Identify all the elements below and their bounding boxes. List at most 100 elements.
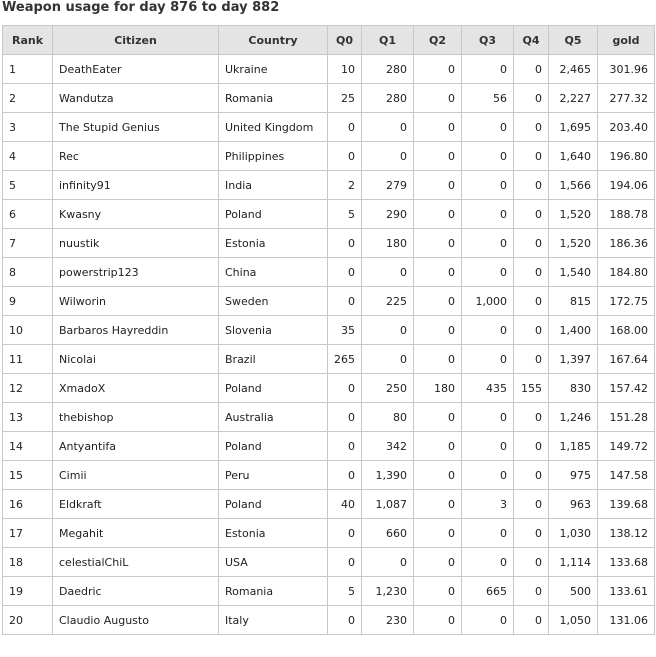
table-cell: 3	[2, 112, 53, 142]
table-cell: 0	[513, 547, 549, 577]
table-cell: 0	[513, 576, 549, 606]
table-cell: 0	[513, 141, 549, 171]
table-cell: Romania	[218, 83, 328, 113]
table-cell: 0	[513, 257, 549, 287]
table-row: 4 Rec Philippines 0 0 0 0 0 1,640 196.80	[2, 141, 655, 171]
table-cell: 0	[327, 141, 362, 171]
table-cell: 5	[2, 170, 53, 200]
table-cell: 0	[413, 431, 462, 461]
table-cell: 4	[2, 141, 53, 171]
header-row: Rank Citizen Country Q0 Q1 Q2 Q3 Q4 Q5 gold	[2, 25, 655, 55]
table-cell: 0	[361, 141, 414, 171]
table-row: 14 Antyantifa Poland 0 342 0 0 0 1,185 149.72	[2, 431, 655, 461]
title: Weapon usage for day 876 to day 882	[2, 0, 280, 15]
table-cell: 1,185	[548, 431, 598, 461]
table-cell: 188.78	[597, 199, 655, 229]
table-cell: 0	[461, 54, 514, 84]
table-cell: 1	[2, 54, 53, 84]
table-cell: thebishop	[52, 402, 219, 432]
table-cell: 1,230	[361, 576, 414, 606]
table-cell: 184.80	[597, 257, 655, 287]
table-cell: Poland	[218, 199, 328, 229]
table-cell: Estonia	[218, 228, 328, 258]
table-cell: 435	[461, 373, 514, 403]
table-cell: 0	[513, 112, 549, 142]
table-cell: 1,695	[548, 112, 598, 142]
table-cell: 2	[2, 83, 53, 113]
table-cell: Sweden	[218, 286, 328, 316]
table-cell: Wilworin	[52, 286, 219, 316]
table-cell: 7	[2, 228, 53, 258]
table-cell: 0	[413, 257, 462, 287]
table-cell: 279	[361, 170, 414, 200]
table-cell: 660	[361, 518, 414, 548]
table-cell: Estonia	[218, 518, 328, 548]
table-cell: Brazil	[218, 344, 328, 374]
table-cell: 0	[327, 605, 362, 635]
table-cell: 0	[461, 518, 514, 548]
table-cell: 0	[413, 576, 462, 606]
table-cell: 2,227	[548, 83, 598, 113]
table-cell: 665	[461, 576, 514, 606]
table-cell: 1,000	[461, 286, 514, 316]
column-header: Q3	[461, 25, 514, 55]
table-cell: 0	[327, 460, 362, 490]
table-cell: 16	[2, 489, 53, 519]
table-cell: celestialChiL	[52, 547, 219, 577]
table-cell: 2	[327, 170, 362, 200]
table-cell: powerstrip123	[52, 257, 219, 287]
table-cell: Poland	[218, 373, 328, 403]
table-cell: 0	[461, 112, 514, 142]
table-cell: Poland	[218, 431, 328, 461]
table-row: 12 XmadoX Poland 0 250 180 435 155 830 157.42	[2, 373, 655, 403]
table-cell: 5	[327, 199, 362, 229]
table-cell: 0	[413, 141, 462, 171]
table-cell: 1,520	[548, 228, 598, 258]
table-cell: 6	[2, 199, 53, 229]
table-row: 16 Eldkraft Poland 40 1,087 0 3 0 963 139.68	[2, 489, 655, 519]
table-row: 17 Megahit Estonia 0 660 0 0 0 1,030 138.12	[2, 518, 655, 548]
table-cell: 280	[361, 83, 414, 113]
table-cell: 139.68	[597, 489, 655, 519]
table-row: 20 Claudio Augusto Italy 0 230 0 0 0 1,050 131.06	[2, 605, 655, 635]
table-cell: 0	[513, 344, 549, 374]
table-cell: 0	[413, 83, 462, 113]
table-cell: 0	[513, 605, 549, 635]
table-cell: 280	[361, 54, 414, 84]
table-cell: 168.00	[597, 315, 655, 345]
table-cell: 0	[461, 547, 514, 577]
table-cell: 18	[2, 547, 53, 577]
table-cell: 14	[2, 431, 53, 461]
table-cell: 500	[548, 576, 598, 606]
table-cell: 1,246	[548, 402, 598, 432]
table-cell: 133.61	[597, 576, 655, 606]
table-row: 13 thebishop Australia 0 80 0 0 0 1,246 151.28	[2, 402, 655, 432]
table-cell: 1,400	[548, 315, 598, 345]
table-cell: 0	[513, 170, 549, 200]
table-cell: 0	[513, 315, 549, 345]
table-cell: The Stupid Genius	[52, 112, 219, 142]
table-cell: 194.06	[597, 170, 655, 200]
table-cell: 12	[2, 373, 53, 403]
table-cell: 11	[2, 344, 53, 374]
table-cell: 277.32	[597, 83, 655, 113]
table-cell: 0	[413, 547, 462, 577]
table-cell: Cimii	[52, 460, 219, 490]
table-cell: 149.72	[597, 431, 655, 461]
column-header: Q5	[548, 25, 598, 55]
table-cell: Romania	[218, 576, 328, 606]
table-cell: 0	[513, 489, 549, 519]
table-cell: 19	[2, 576, 53, 606]
table-cell: 0	[327, 257, 362, 287]
table-cell: 0	[327, 518, 362, 548]
table-cell: 0	[461, 170, 514, 200]
column-header: gold	[597, 25, 655, 55]
table-cell: 1,030	[548, 518, 598, 548]
table-cell: Wandutza	[52, 83, 219, 113]
weapon-table: Rank Citizen Country Q0 Q1 Q2 Q3 Q4 Q5 gold 1 Deat…	[2, 25, 655, 635]
table-row: 11 Nicolai Brazil 265 0 0 0 0 1,397 167.64	[2, 344, 655, 374]
table-cell: 0	[513, 83, 549, 113]
table-cell: 186.36	[597, 228, 655, 258]
table-cell: 157.42	[597, 373, 655, 403]
